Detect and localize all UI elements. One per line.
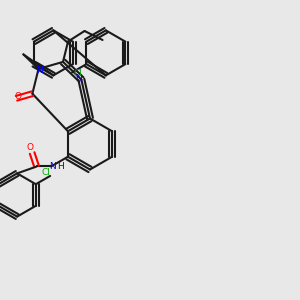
Text: N: N (75, 74, 82, 82)
Text: O: O (26, 143, 33, 152)
Text: N: N (37, 66, 44, 75)
Text: Cl: Cl (74, 69, 82, 78)
Text: Cl: Cl (41, 168, 50, 177)
Text: N: N (49, 162, 56, 171)
Text: H: H (57, 162, 63, 171)
Text: O: O (14, 92, 22, 101)
